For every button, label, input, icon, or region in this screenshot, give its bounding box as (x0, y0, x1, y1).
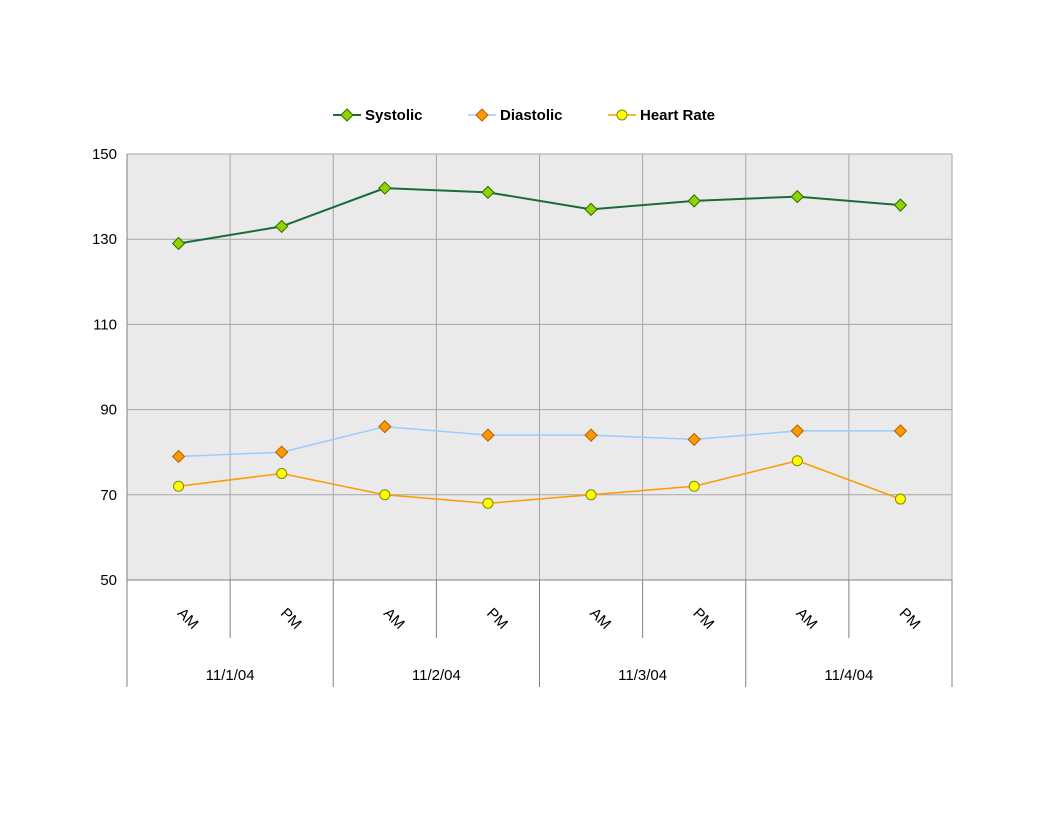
legend-swatch-marker (340, 108, 354, 122)
heart-rate-point (894, 493, 906, 505)
y-tick-label: 110 (93, 316, 117, 333)
systolic-point (893, 198, 908, 212)
heart-rate-point (585, 489, 597, 501)
diastolic-point (378, 419, 392, 434)
diastolic-point (274, 445, 289, 459)
diastolic-point (893, 424, 908, 438)
y-tick-label: 90 (100, 402, 117, 419)
legend-label: Heart Rate (640, 107, 715, 124)
heart-rate-line (178, 459, 901, 505)
legend-item-systolic: Systolic (333, 107, 423, 124)
x-tick-label: PM (896, 605, 924, 633)
legend-swatch-marker (616, 109, 628, 121)
systolic-series (171, 181, 908, 251)
heart-rate-point (173, 480, 185, 492)
y-tick-label: 150 (92, 146, 117, 163)
heart-rate-series (173, 455, 906, 509)
diastolic-series (171, 419, 908, 464)
x-tick-label: PM (277, 605, 305, 633)
x-group-label: 11/4/04 (824, 667, 873, 684)
x-tick-label: AM (793, 605, 821, 633)
diastolic-point (687, 432, 701, 447)
y-tick-label: 130 (92, 231, 117, 248)
x-tick-label: AM (174, 605, 202, 633)
x-tick-label: PM (689, 605, 717, 633)
systolic-point (171, 236, 186, 251)
diastolic-point (171, 449, 186, 464)
x-tick-label: AM (586, 605, 614, 633)
heart-rate-point (482, 497, 494, 509)
x-tick-label: PM (483, 605, 511, 633)
y-tick-label: 50 (100, 572, 117, 589)
legend-item-diastolic: Diastolic (468, 107, 563, 124)
systolic-point (378, 181, 392, 195)
x-group-label: 11/3/04 (618, 667, 667, 684)
x-tick-label: AM (380, 605, 408, 633)
diastolic-point (790, 424, 805, 438)
y-tick-label: 70 (100, 487, 117, 504)
diastolic-line (178, 425, 901, 458)
x-group-label: 11/1/04 (206, 667, 255, 684)
legend-item-heart-rate: Heart Rate (608, 107, 715, 124)
heart-rate-point (791, 455, 803, 467)
heart-rate-point (379, 489, 391, 501)
heart-rate-point (276, 468, 288, 479)
systolic-point (481, 185, 495, 200)
legend-label: Systolic (365, 107, 423, 124)
legend-label: Diastolic (500, 107, 563, 124)
diastolic-point (481, 428, 495, 442)
systolic-point (790, 189, 805, 204)
legend-swatch-marker (475, 108, 489, 122)
x-group-label: 11/2/04 (412, 667, 461, 684)
diastolic-point (584, 428, 598, 442)
systolic-point (274, 219, 289, 234)
heart-rate-point (688, 480, 700, 492)
systolic-point (687, 194, 701, 208)
systolic-line (178, 187, 901, 245)
systolic-point (584, 202, 598, 217)
